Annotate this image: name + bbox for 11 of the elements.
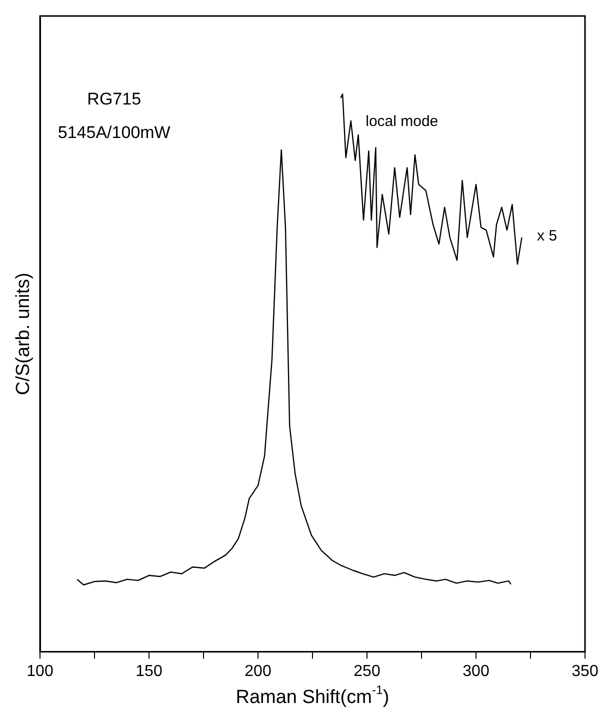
annotation: local mode <box>366 113 438 130</box>
x-tick-label: 150 <box>136 662 162 680</box>
annotation: RG715 <box>87 89 142 108</box>
x-tick-label: 200 <box>244 662 272 680</box>
y-axis-title: C/S(arb. units) <box>13 272 34 396</box>
x-tick-label: 100 <box>26 662 54 680</box>
annotation: 5145A/100mW <box>58 122 170 142</box>
x-tick-label: 250 <box>354 662 380 680</box>
annotation: x 5 <box>537 227 558 244</box>
x-tick-label: 350 <box>572 662 598 680</box>
x-tick-label: 300 <box>462 662 490 680</box>
